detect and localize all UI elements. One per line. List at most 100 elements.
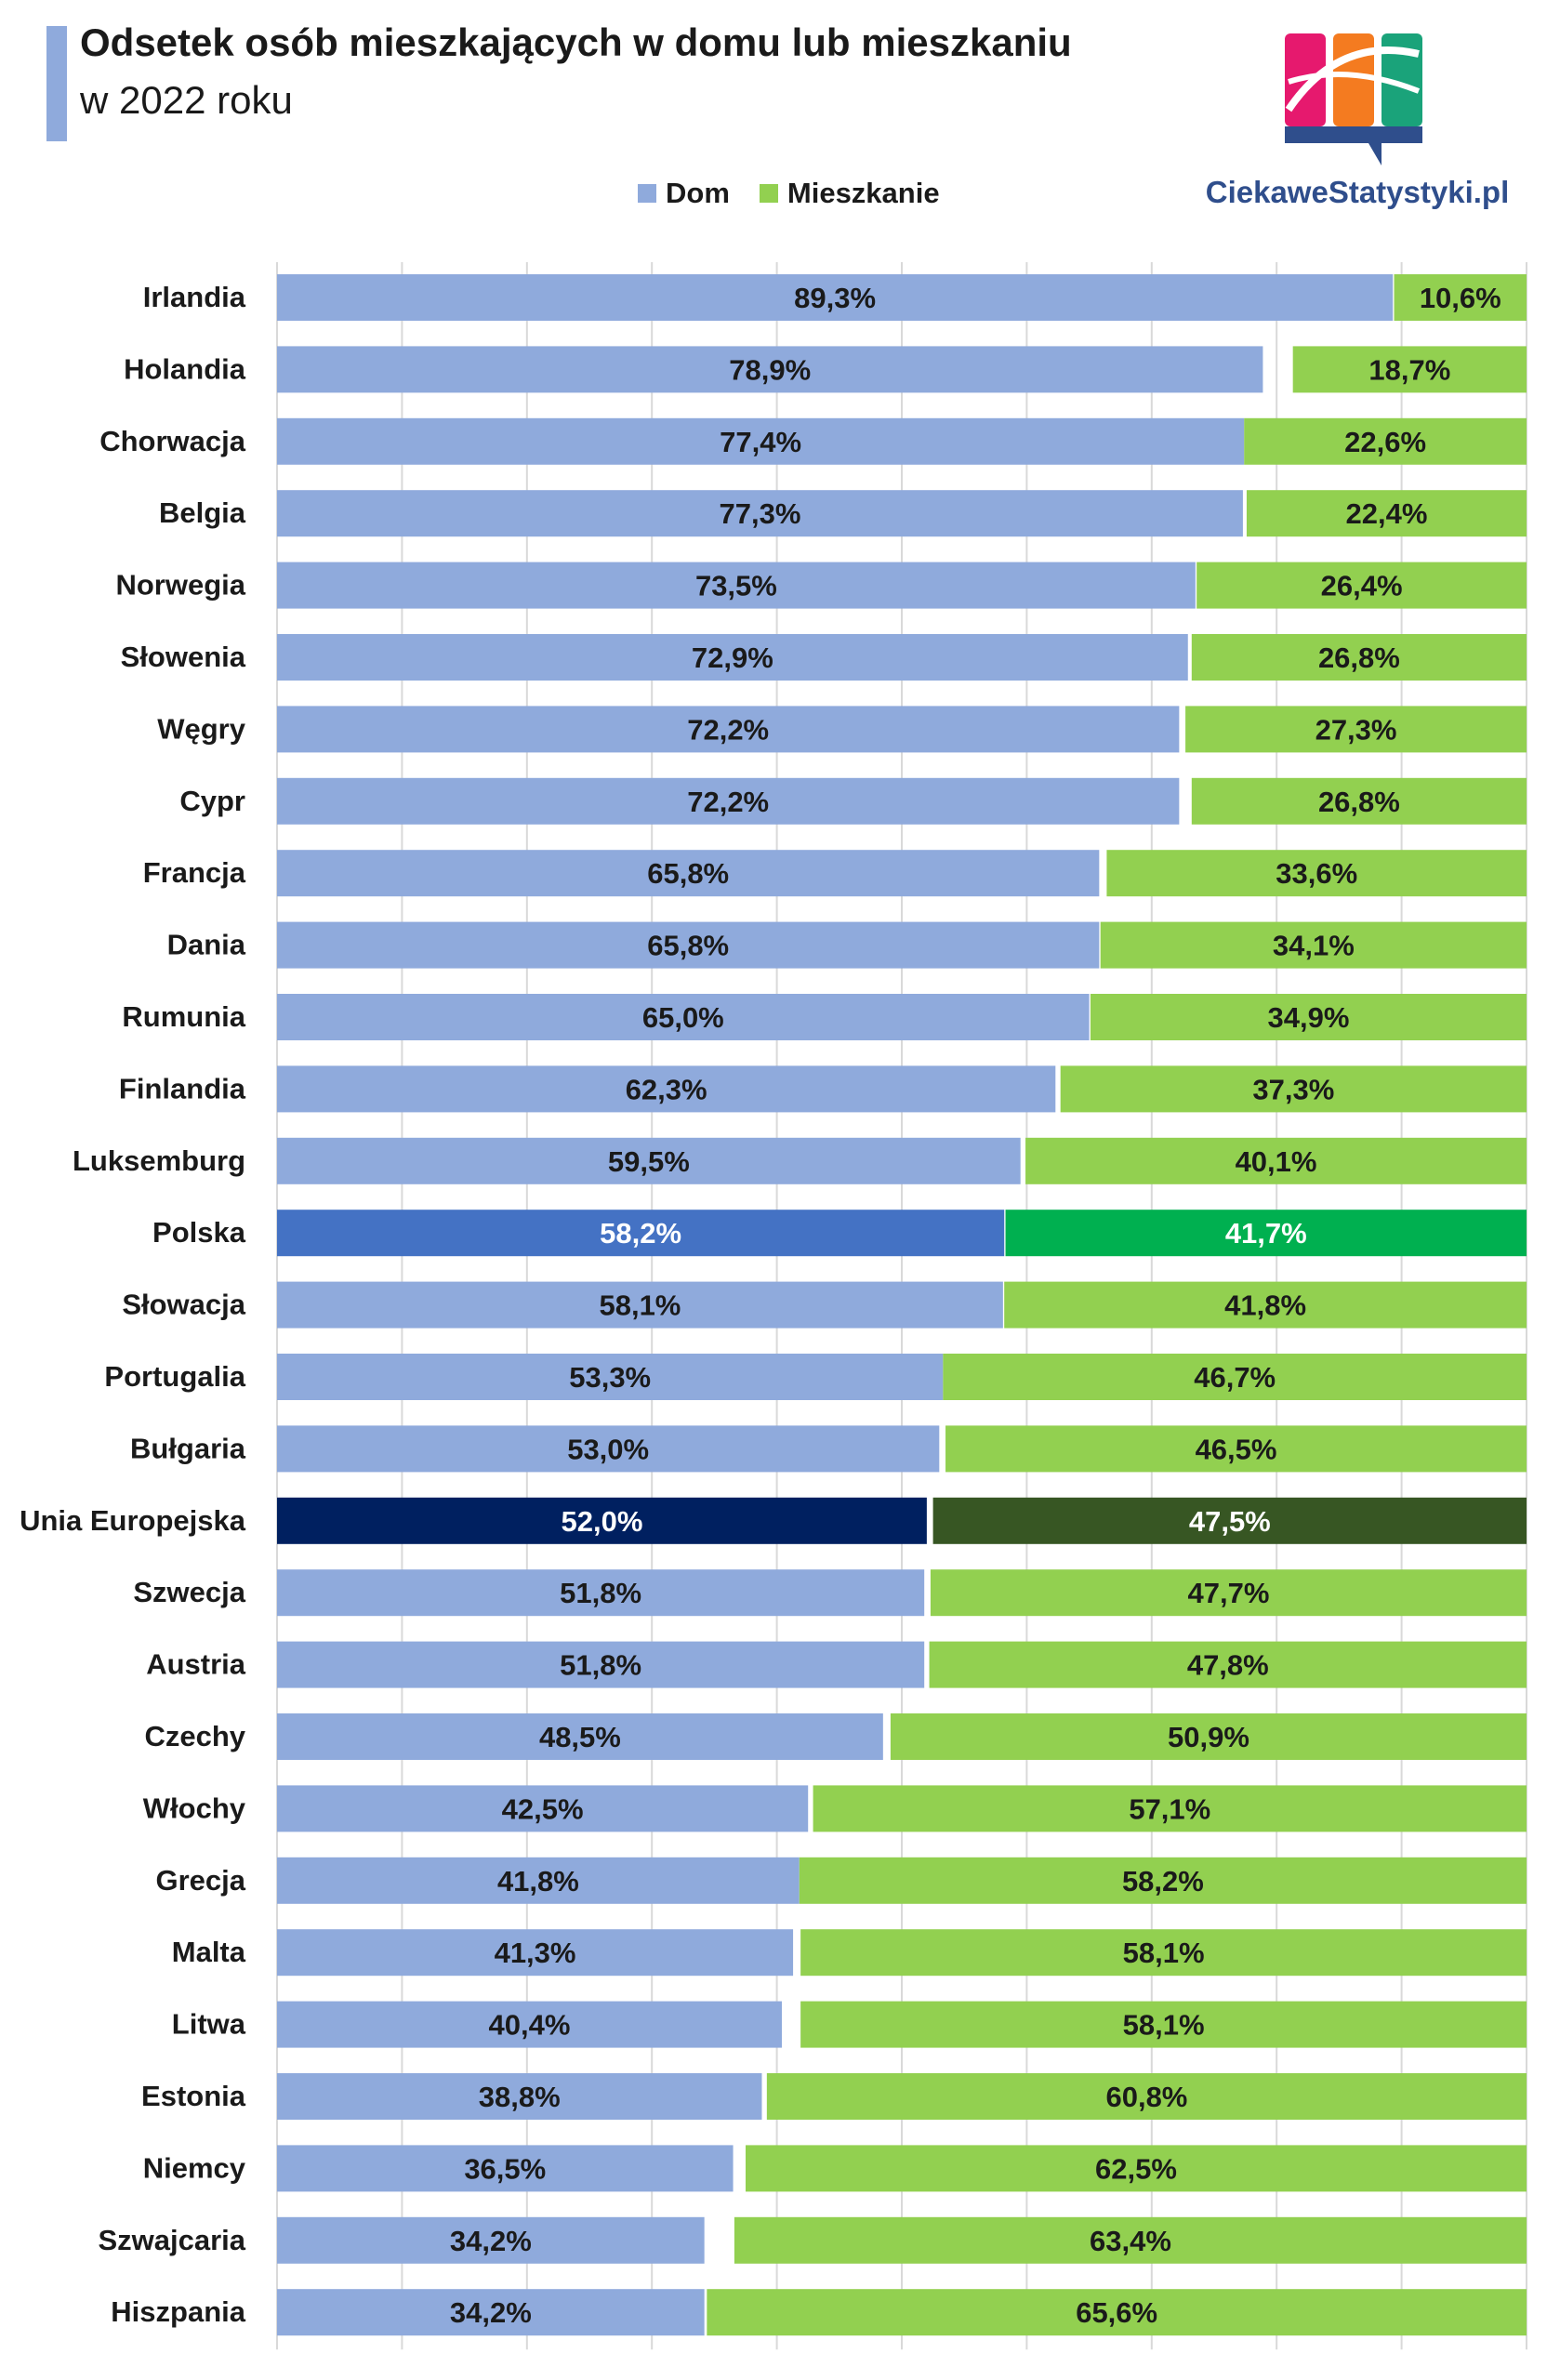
legend-swatch-mieszkanie [759, 184, 778, 203]
data-label-dom: 51,8% [560, 1649, 641, 1682]
title-accent-bar [46, 26, 67, 141]
data-label-dom: 72,2% [687, 786, 769, 818]
category-label: Austria [146, 1648, 246, 1681]
bar-mieszkanie [1191, 777, 1527, 825]
category-label: Dania [167, 929, 246, 961]
data-label-mieszkanie: 22,4% [1346, 497, 1428, 530]
category-label: Słowacja [122, 1289, 245, 1321]
bar-dom [277, 777, 1180, 825]
data-label-mieszkanie: 34,9% [1268, 1001, 1350, 1034]
category-label: Szwecja [133, 1576, 245, 1608]
legend-swatch-dom [638, 184, 656, 203]
category-label: Rumunia [122, 1000, 245, 1033]
data-label-dom: 62,3% [626, 1073, 707, 1105]
bar-mieszkanie [1090, 994, 1527, 1040]
data-label-dom: 51,8% [560, 1577, 641, 1609]
category-label: Francja [143, 856, 246, 889]
bar-dom [277, 274, 1394, 321]
bar-mieszkanie [1196, 562, 1527, 609]
bar-mieszkanie [799, 1857, 1527, 1904]
bar-dom [277, 1497, 927, 1544]
data-label-mieszkanie: 33,6% [1276, 857, 1357, 890]
bar-dom [277, 2073, 762, 2120]
data-label-dom: 41,8% [497, 1865, 579, 1897]
data-label-mieszkanie: 37,3% [1252, 1073, 1334, 1105]
data-label-mieszkanie: 58,1% [1123, 2009, 1205, 2042]
logo: CiekaweStatystyki.pl [1199, 26, 1515, 221]
data-label-mieszkanie: 58,1% [1123, 1937, 1205, 1969]
category-label: Norwegia [115, 569, 245, 602]
data-label-dom: 59,5% [608, 1145, 690, 1178]
chart-title: Odsetek osób mieszkających w domu lub mi… [80, 20, 1072, 64]
data-label-dom: 73,5% [695, 570, 777, 602]
bar-dom [277, 490, 1243, 537]
category-label: Luksemburg [73, 1144, 245, 1177]
data-label-dom: 78,9% [729, 353, 811, 386]
bar-dom [277, 1137, 1021, 1184]
category-label: Polska [152, 1216, 246, 1249]
category-label: Bułgaria [130, 1432, 246, 1464]
category-label: Unia Europejska [20, 1504, 246, 1537]
legend-item-mieszkanie: Mieszkanie [759, 177, 940, 210]
category-label: Węgry [157, 712, 246, 745]
data-label-mieszkanie: 58,2% [1122, 1865, 1204, 1897]
category-label: Litwa [172, 2008, 246, 2041]
data-label-dom: 36,5% [464, 2152, 546, 2185]
data-label-mieszkanie: 22,6% [1344, 426, 1426, 458]
bar-mieszkanie [943, 1354, 1527, 1400]
bar-mieszkanie [1004, 1281, 1527, 1329]
bar-dom [277, 2145, 734, 2192]
data-label-mieszkanie: 46,5% [1196, 1433, 1277, 1465]
bar-dom [277, 346, 1263, 393]
data-label-mieszkanie: 18,7% [1368, 353, 1450, 386]
category-label: Finlandia [119, 1072, 246, 1104]
category-label: Grecja [155, 1864, 245, 1897]
bar-mieszkanie [929, 1641, 1527, 1688]
data-label-dom: 77,3% [720, 497, 801, 530]
data-label-dom: 65,8% [647, 930, 729, 962]
data-label-mieszkanie: 26,8% [1318, 641, 1400, 674]
bar-dom [277, 2216, 705, 2264]
bar-dom [277, 1713, 883, 1760]
bar-mieszkanie [813, 1785, 1527, 1832]
data-label-mieszkanie: 34,1% [1273, 930, 1355, 962]
bars: 89,3% 10,6% 78,9% 18,7% 77,4% 22,6% 77,3% 22,4%… [277, 274, 1527, 2336]
data-label-dom: 72,9% [692, 641, 773, 674]
category-label: Szwajcaria [98, 2224, 245, 2256]
bar-dom [277, 994, 1090, 1040]
bar-mieszkanie [734, 2216, 1527, 2264]
category-label: Niemcy [143, 2151, 246, 2184]
data-label-mieszkanie: 47,8% [1187, 1649, 1269, 1682]
bar-mieszkanie [1005, 1210, 1527, 1257]
data-label-dom: 53,0% [567, 1433, 649, 1465]
category-label: Włochy [143, 1792, 246, 1824]
data-label-mieszkanie: 40,1% [1236, 1145, 1317, 1178]
data-label-mieszkanie: 62,5% [1095, 2152, 1177, 2185]
data-label-dom: 58,1% [599, 1289, 681, 1322]
category-label: Hiszpania [111, 2295, 245, 2328]
data-label-dom: 38,8% [479, 2081, 561, 2113]
bar-mieszkanie [707, 2289, 1527, 2336]
bar-mieszkanie [1025, 1137, 1527, 1184]
bar-mieszkanie [1106, 850, 1527, 897]
data-label-mieszkanie: 41,8% [1224, 1289, 1306, 1322]
bar-mieszkanie [890, 1713, 1527, 1760]
data-label-dom: 53,3% [569, 1361, 651, 1394]
data-label-dom: 48,5% [539, 1721, 621, 1753]
data-label-dom: 89,3% [794, 282, 876, 314]
bar-dom [277, 1641, 925, 1688]
legend-item-dom: Dom [638, 177, 730, 210]
data-label-mieszkanie: 65,6% [1076, 2296, 1157, 2329]
chart-subtitle: w 2022 roku [80, 78, 293, 122]
data-label-mieszkanie: 63,4% [1090, 2225, 1171, 2257]
bar-dom [277, 2001, 782, 2048]
data-label-dom: 41,3% [495, 1937, 576, 1969]
category-labels: Irlandia Holandia Chorwacja Belgia Norwegia S… [20, 281, 246, 2328]
bar-mieszkanie [1244, 417, 1527, 465]
data-label-mieszkanie: 26,8% [1318, 786, 1400, 818]
bar-mieszkanie [1292, 346, 1527, 393]
data-label-mieszkanie: 47,7% [1188, 1577, 1270, 1609]
bar-mieszkanie [800, 1929, 1527, 1977]
legend: Dom Mieszkanie [638, 177, 940, 210]
